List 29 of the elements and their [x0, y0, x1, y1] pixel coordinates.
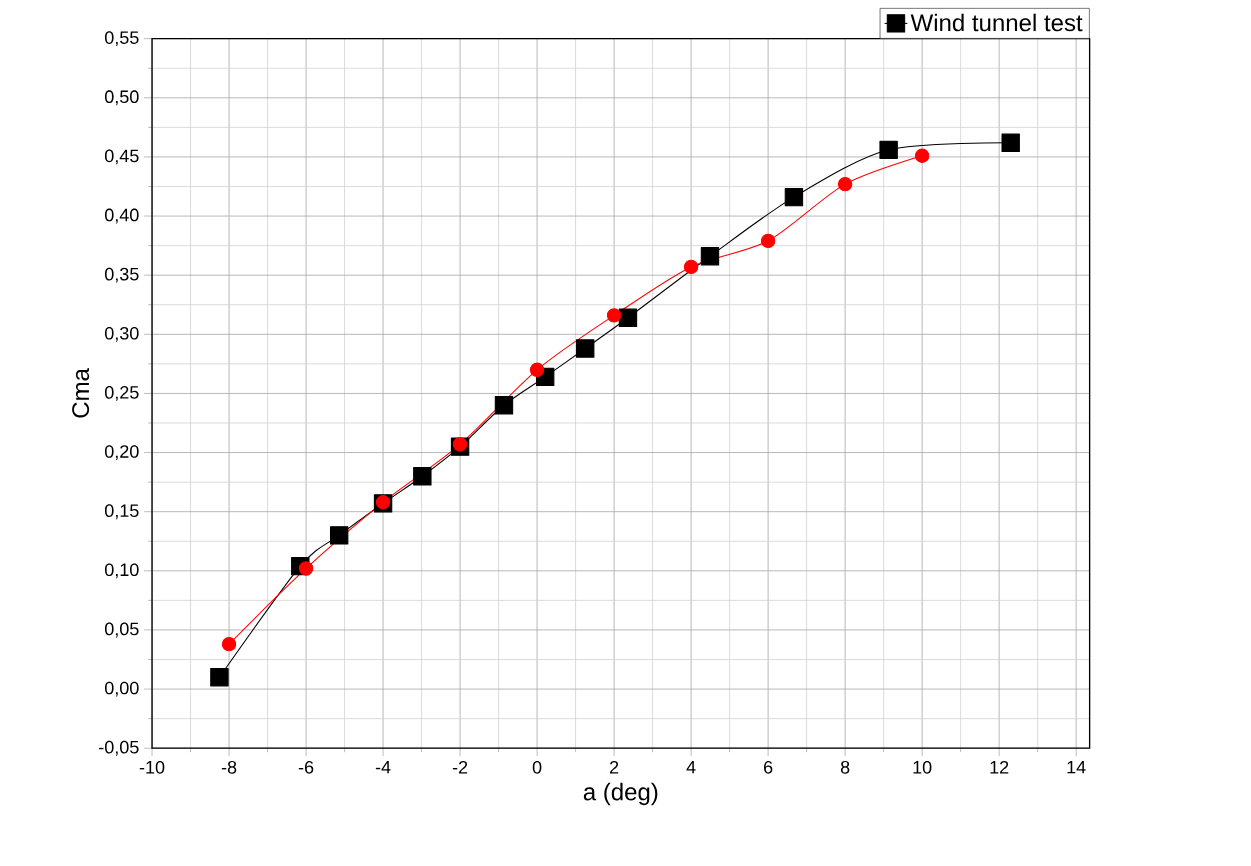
x-tick-label: 14 — [1067, 761, 1086, 774]
x-tick-label: -6 — [298, 761, 314, 774]
y-tick-label: 0,45 — [105, 149, 139, 165]
x-tick-label: 2 — [609, 761, 619, 774]
y-tick-label: 0,20 — [105, 445, 139, 461]
y-tick-label: 0,35 — [105, 267, 139, 283]
y-tick-label: 0,10 — [105, 563, 139, 579]
x-tick-label: -2 — [452, 761, 468, 774]
x-axis-title: a (deg) — [583, 783, 658, 806]
y-tick-label: 0,50 — [105, 90, 139, 106]
x-tick-label: -4 — [375, 761, 391, 774]
y-tick-label: 0,05 — [105, 622, 139, 638]
x-tick-label: 12 — [990, 761, 1009, 774]
x-tick-label: 6 — [764, 761, 773, 774]
x-tick-label: -10 — [139, 761, 165, 774]
y-axis-title: Cma — [72, 368, 90, 418]
y-tick-label: 0,25 — [105, 386, 139, 402]
y-tick-label: 0,00 — [105, 681, 139, 697]
y-tick-label: -0,05 — [99, 740, 139, 756]
x-tick-label: -8 — [221, 761, 237, 774]
x-tick-label: 10 — [913, 761, 932, 774]
y-tick-label: 0,40 — [105, 208, 139, 224]
x-tick-label: 8 — [840, 761, 850, 774]
y-tick-label: 0,55 — [105, 31, 139, 47]
legend-label: Wind tunnel test — [910, 13, 1083, 32]
x-tick-label: 4 — [686, 761, 696, 774]
y-tick-label: 0,30 — [105, 327, 139, 342]
x-tick-label: 0 — [532, 761, 542, 774]
y-tick-label: 0,15 — [105, 504, 139, 520]
